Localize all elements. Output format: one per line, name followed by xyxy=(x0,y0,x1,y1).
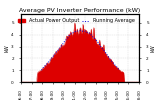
Y-axis label: kW: kW xyxy=(5,44,10,52)
Legend: Actual Power Output, Running Average: Actual Power Output, Running Average xyxy=(16,16,137,25)
Title: Average PV Inverter Performance (kW): Average PV Inverter Performance (kW) xyxy=(19,8,141,13)
Y-axis label: kW: kW xyxy=(150,44,155,52)
